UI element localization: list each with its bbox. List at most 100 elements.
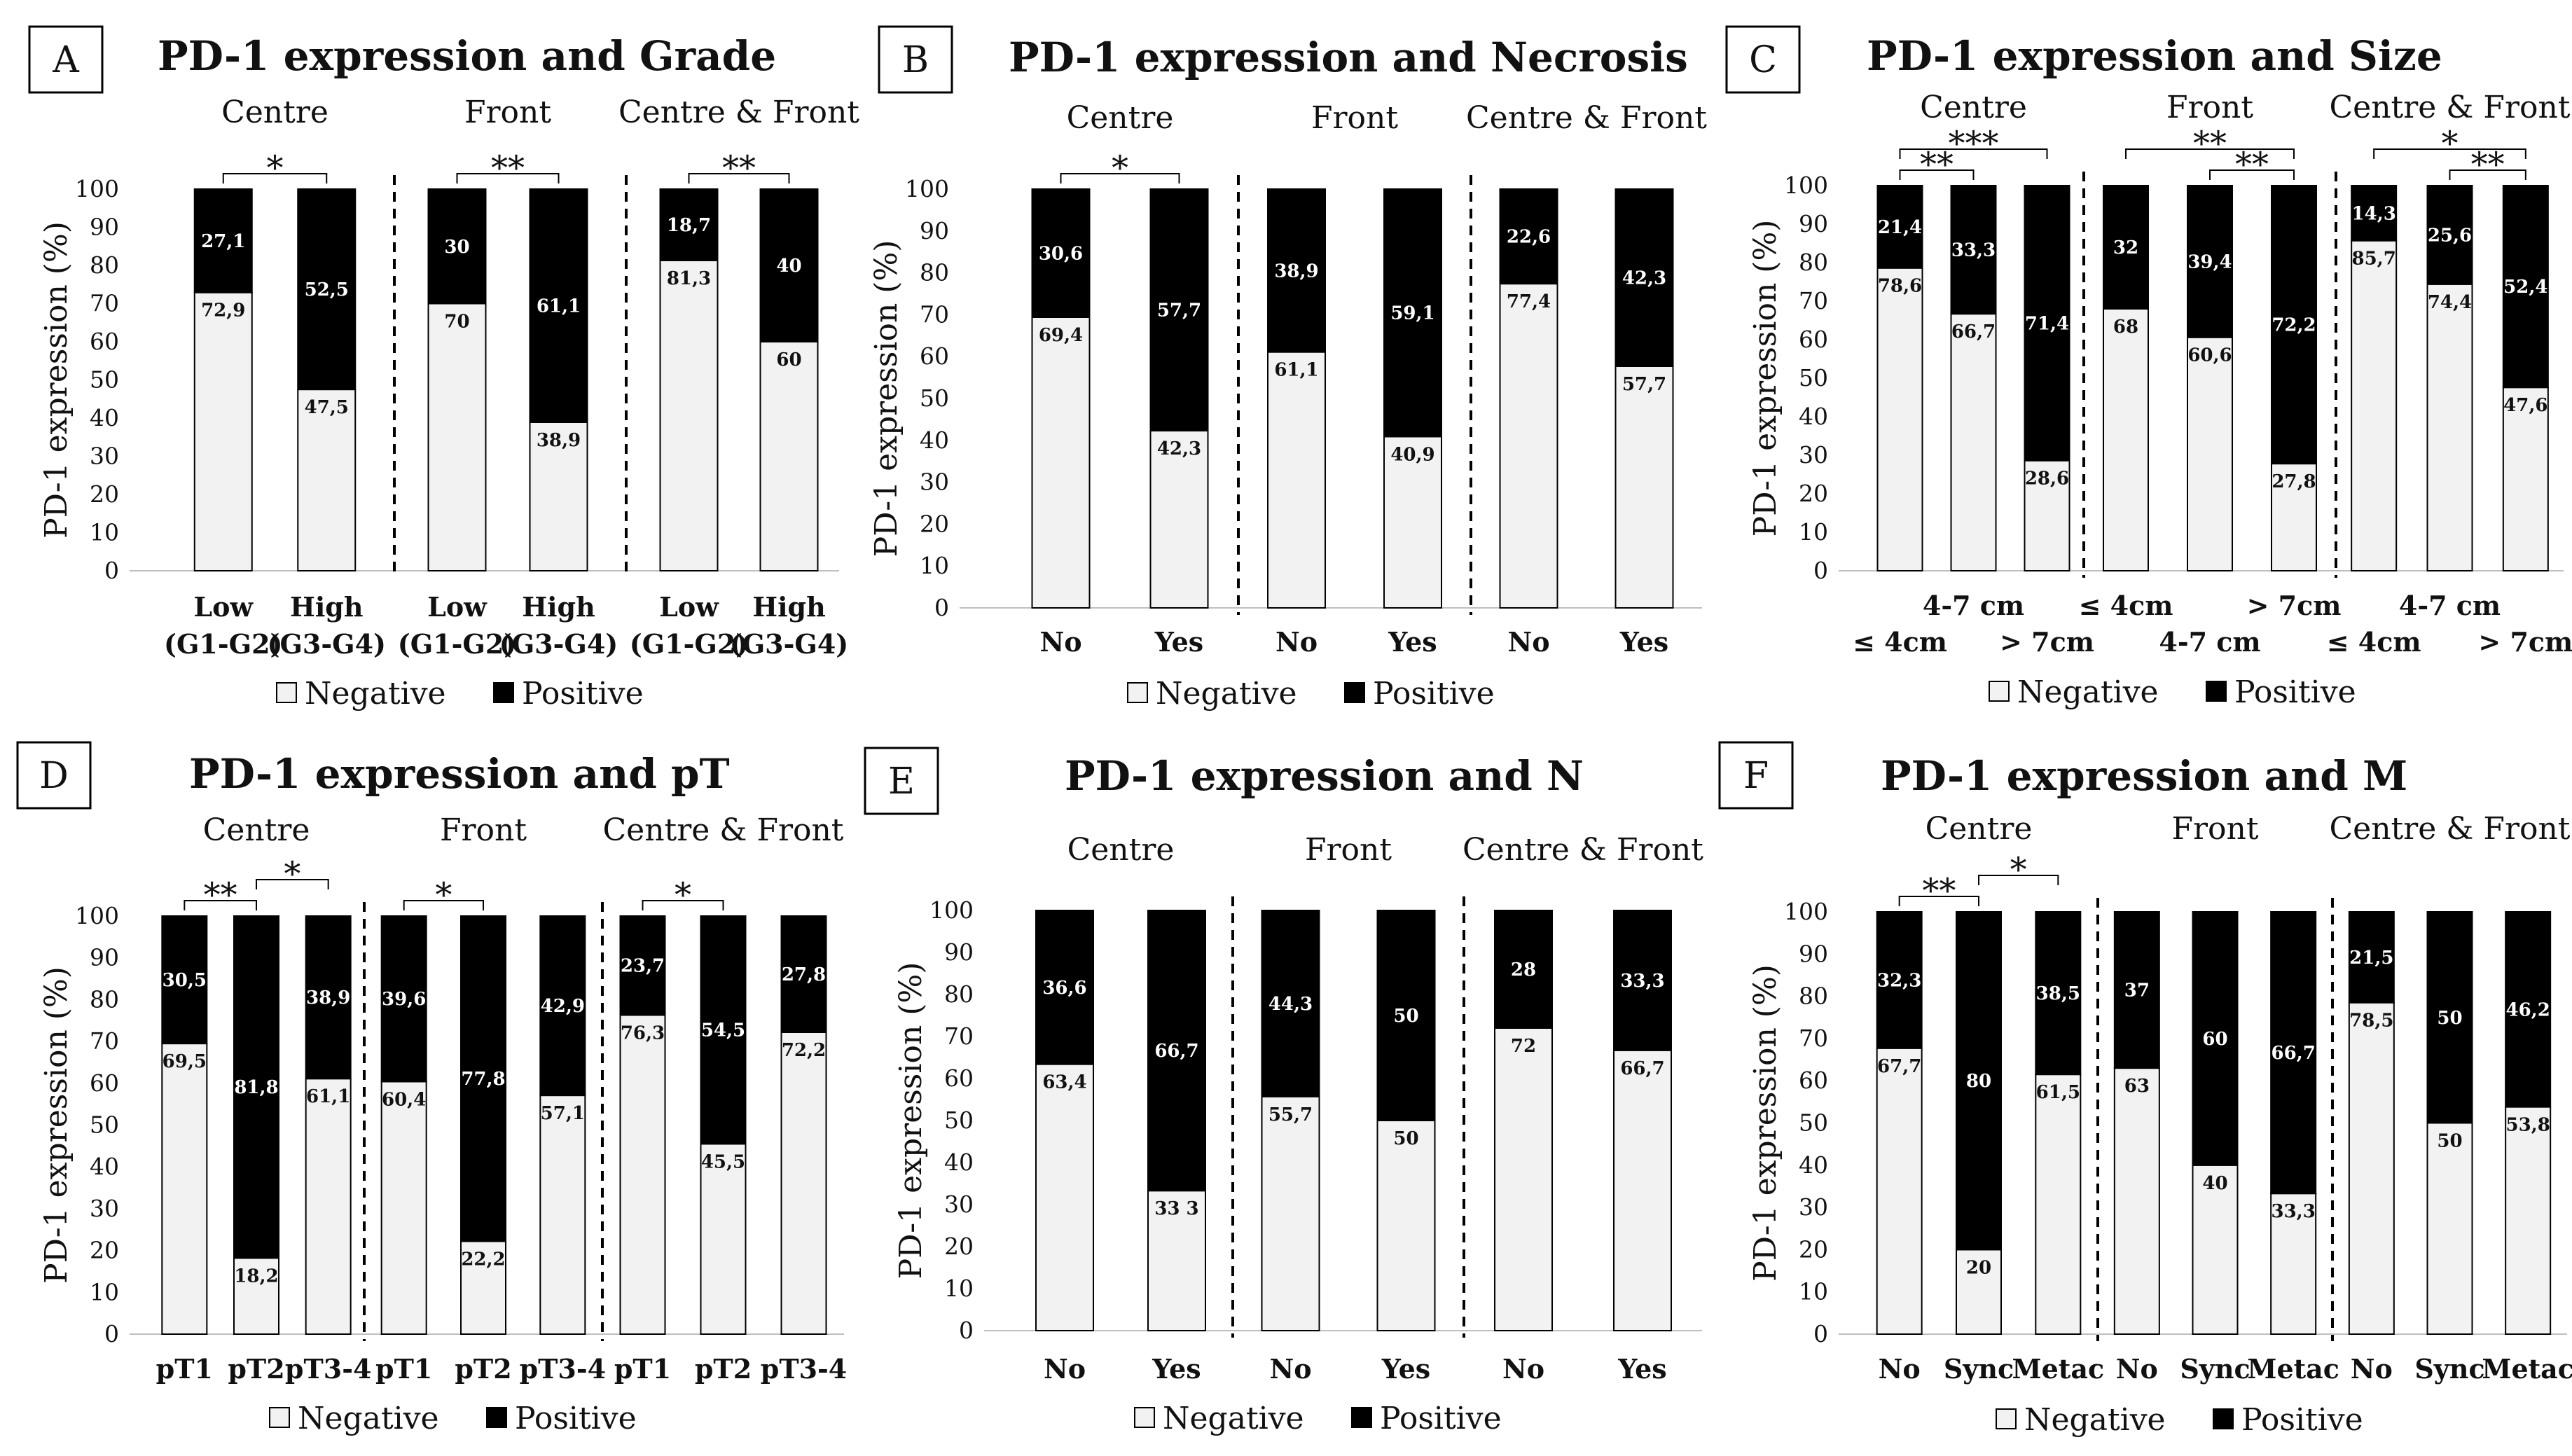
y-tick-label: 80 bbox=[920, 259, 949, 286]
category-label: pT1 bbox=[375, 1353, 432, 1385]
category-label: No bbox=[2116, 1353, 2158, 1385]
data-label-positive: 38,5 bbox=[2036, 983, 2080, 1004]
data-label-negative: 78,5 bbox=[2349, 1011, 2393, 1032]
bar-positive bbox=[2502, 185, 2549, 389]
panel-letter: C bbox=[1749, 39, 1777, 81]
bar-negative bbox=[1035, 1063, 1094, 1331]
category-label: Yes bbox=[1381, 1353, 1430, 1385]
y-tick-label: 40 bbox=[90, 404, 119, 431]
y-tick-label: 40 bbox=[1799, 403, 1828, 430]
bar-positive bbox=[1267, 188, 1326, 353]
legend-swatch-negative bbox=[1989, 681, 2010, 702]
significance-bracket bbox=[1899, 148, 2048, 159]
data-label-negative: 74,4 bbox=[2428, 292, 2472, 313]
bar-negative bbox=[2024, 459, 2070, 572]
significance-bracket bbox=[1978, 875, 2059, 885]
group-label: Centre bbox=[203, 812, 310, 848]
bar-positive bbox=[2187, 185, 2233, 338]
data-label-positive: 36,6 bbox=[1042, 978, 1086, 999]
data-label-negative: 45,5 bbox=[701, 1151, 745, 1172]
panel-letter: D bbox=[39, 755, 69, 797]
category-label: Low bbox=[427, 591, 488, 623]
legend-label-negative: Negative bbox=[1156, 676, 1297, 712]
y-tick-label: 20 bbox=[920, 510, 949, 537]
y-tick-label: 30 bbox=[920, 469, 949, 496]
data-label-positive: 21,5 bbox=[2349, 948, 2393, 969]
legend-swatch-positive bbox=[1351, 1407, 1372, 1428]
group-label: Centre & Front bbox=[602, 812, 843, 848]
category-label: pT3-4 bbox=[520, 1353, 607, 1385]
data-label-positive: 32,3 bbox=[1877, 970, 1921, 991]
y-tick-label: 100 bbox=[929, 896, 974, 924]
data-label-negative: 47,6 bbox=[2503, 395, 2547, 416]
group-label: Centre & Front bbox=[1466, 100, 1707, 136]
bar-positive bbox=[700, 915, 747, 1145]
category-label: No bbox=[1879, 1353, 1921, 1385]
significance-bracket bbox=[1060, 173, 1180, 183]
y-tick-label: 100 bbox=[75, 902, 119, 929]
group-label: Centre & Front bbox=[2329, 90, 2570, 125]
legend: Negative Positive bbox=[1996, 1402, 2363, 1438]
category-label: No bbox=[1502, 1353, 1544, 1385]
legend-swatch-positive bbox=[493, 682, 514, 703]
y-tick-label: 0 bbox=[934, 594, 949, 621]
bar-positive bbox=[460, 915, 506, 1242]
data-label-negative: 66,7 bbox=[1620, 1058, 1664, 1079]
significance-marker: ** bbox=[2235, 145, 2269, 184]
legend-swatch-positive bbox=[2206, 681, 2227, 702]
bar-negative bbox=[305, 1078, 352, 1336]
y-tick-label: 10 bbox=[944, 1275, 974, 1302]
y-tick-label: 50 bbox=[90, 1111, 119, 1139]
group-label: Front bbox=[440, 812, 527, 848]
bar-positive bbox=[2024, 185, 2070, 462]
bar-positive bbox=[2271, 185, 2317, 465]
legend-label-positive: Positive bbox=[2241, 1402, 2363, 1438]
panel-a: A PD-1 expression and Grade 0 10 20 30 40 50 60 7… bbox=[28, 25, 859, 712]
category-label: No bbox=[1044, 1353, 1086, 1385]
data-label-positive: 81,8 bbox=[234, 1077, 278, 1098]
group-label: Centre bbox=[1067, 100, 1174, 136]
bar-negative bbox=[2113, 1067, 2160, 1335]
y-tick-label: 80 bbox=[944, 980, 974, 1008]
legend-label-negative: Negative bbox=[305, 676, 446, 712]
data-label-negative: 72 bbox=[1511, 1036, 1536, 1057]
y-tick-label: 40 bbox=[90, 1153, 119, 1180]
bar-negative bbox=[1149, 430, 1209, 609]
y-tick-label: 40 bbox=[944, 1149, 974, 1176]
bar-positive bbox=[161, 915, 208, 1045]
legend: Negative Positive bbox=[276, 676, 644, 712]
bar-negative bbox=[1499, 283, 1558, 609]
data-label-positive: 50 bbox=[2437, 1008, 2462, 1029]
y-axis-label: PD-1 expression (%) bbox=[1748, 220, 1783, 537]
category-label: Low bbox=[659, 591, 719, 623]
data-label-negative: 61,1 bbox=[1274, 360, 1318, 381]
group-label: Centre bbox=[221, 95, 329, 130]
data-label-negative: 33 3 bbox=[1154, 1198, 1198, 1219]
bar-positive bbox=[1950, 185, 1997, 315]
legend-swatch-negative bbox=[1996, 1408, 2017, 1429]
y-tick-label: 40 bbox=[1799, 1151, 1828, 1179]
y-tick-label: 0 bbox=[104, 1320, 119, 1347]
y-tick-label: 60 bbox=[944, 1065, 974, 1092]
category-label: No bbox=[1269, 1353, 1311, 1385]
legend-label-negative: Negative bbox=[1163, 1401, 1304, 1436]
data-label-negative: 68 bbox=[2113, 317, 2138, 338]
y-tick-label: 50 bbox=[920, 384, 949, 412]
data-label-positive: 38,9 bbox=[1274, 261, 1318, 282]
y-tick-label: 80 bbox=[1799, 983, 1828, 1010]
bar-positive bbox=[1383, 188, 1442, 438]
panel-letter: A bbox=[52, 39, 80, 81]
bar-positive bbox=[2351, 185, 2398, 242]
legend-label-positive: Positive bbox=[1373, 676, 1495, 712]
data-label-positive: 27,1 bbox=[201, 231, 245, 252]
significance-bracket bbox=[642, 900, 724, 910]
legend-swatch-positive bbox=[2213, 1408, 2234, 1429]
category-label: 4-7 cm bbox=[2399, 590, 2501, 621]
data-label-positive: 30 bbox=[444, 237, 469, 258]
category-label: No bbox=[2351, 1353, 2393, 1385]
bar-negative bbox=[2103, 308, 2149, 571]
panel-letter-box bbox=[878, 25, 953, 94]
significance-marker: * bbox=[284, 854, 300, 894]
y-axis-label: PD-1 expression (%) bbox=[39, 221, 74, 539]
data-label-negative: 85,7 bbox=[2352, 249, 2396, 270]
